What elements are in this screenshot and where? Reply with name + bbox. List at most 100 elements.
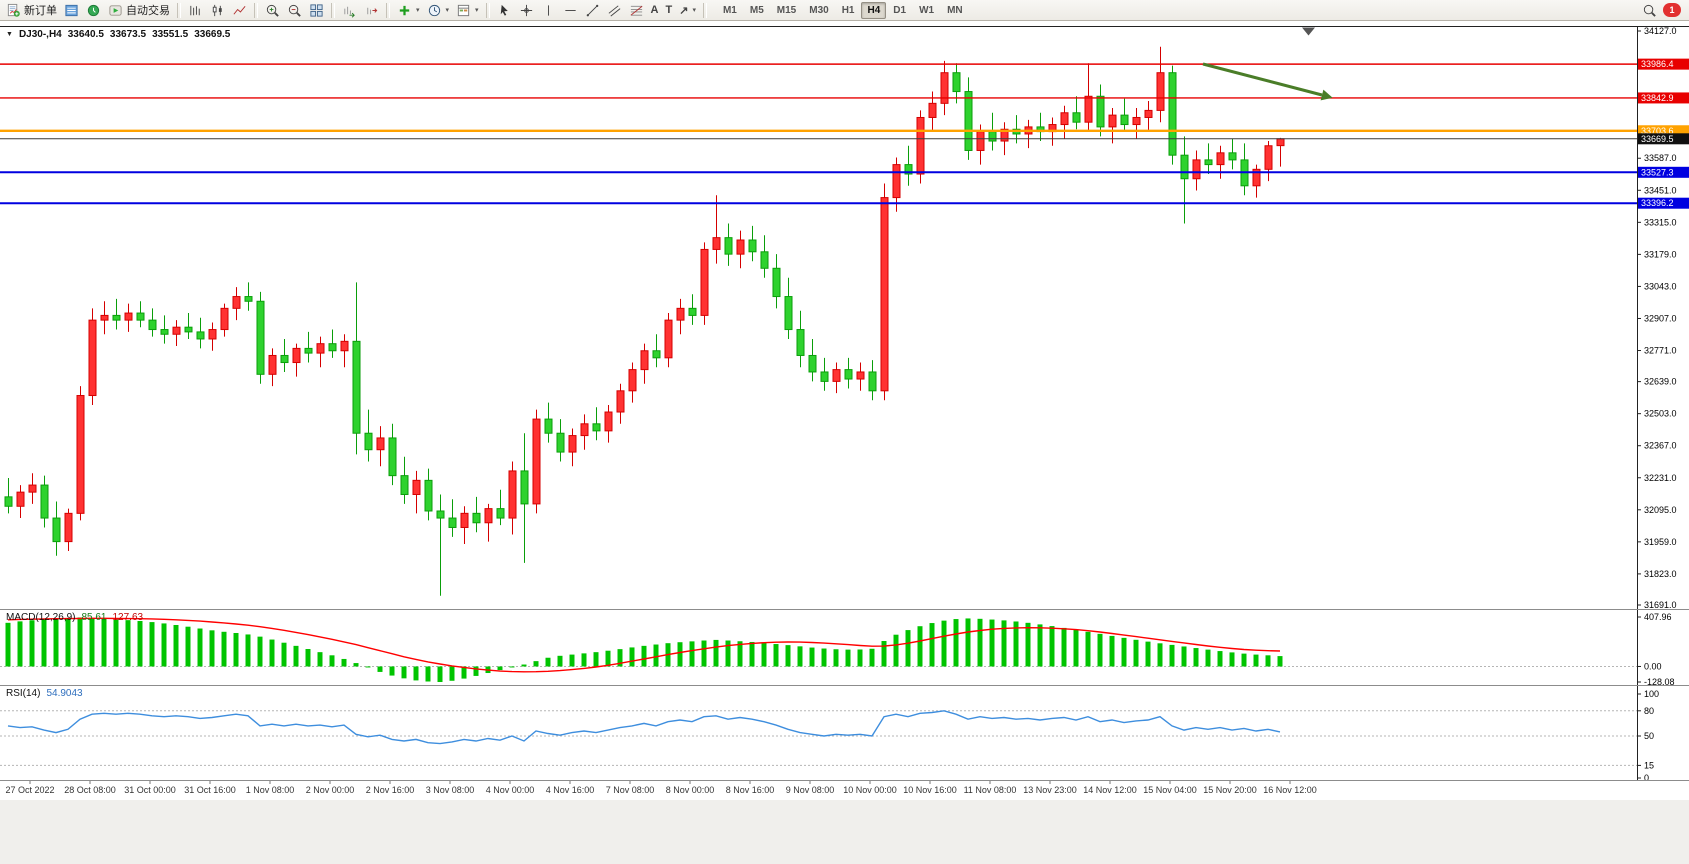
fibonacci-button[interactable] [626, 0, 647, 21]
macd-signal-value: 127.63 [112, 612, 144, 623]
chart-shift-button[interactable] [361, 0, 382, 21]
svg-text:7 Nov 08:00: 7 Nov 08:00 [606, 785, 655, 795]
crosshair-icon [520, 4, 532, 16]
autotrading-button[interactable]: 自动交易 [105, 0, 173, 21]
zoom-out-icon [288, 4, 301, 17]
indicators-icon [399, 5, 410, 15]
timeframe-m1[interactable]: M1 [722, 4, 737, 16]
vertical-line-icon [547, 4, 549, 16]
svg-text:34127.0: 34127.0 [1644, 26, 1677, 36]
svg-text:33703.6: 33703.6 [1641, 126, 1674, 136]
svg-text:8 Nov 16:00: 8 Nov 16:00 [726, 785, 775, 795]
svg-text:11 Nov 08:00: 11 Nov 08:00 [964, 785, 1017, 795]
svg-text:33315.0: 33315.0 [1644, 217, 1677, 227]
svg-text:32771.0: 32771.0 [1644, 346, 1677, 356]
search-icon [1643, 4, 1656, 17]
line-chart-icon [233, 5, 246, 15]
trendline-icon [586, 4, 598, 16]
symbol-dropdown-icon[interactable]: ▼ [6, 31, 13, 38]
chevron-down-icon: ▾ [475, 7, 479, 14]
svg-text:31691.0: 31691.0 [1644, 600, 1677, 610]
chart-title: ▼ DJ30-,H4 33640.5 33673.5 33551.5 33669… [6, 29, 230, 40]
svg-text:-128.08: -128.08 [1644, 677, 1675, 687]
templates-button[interactable]: ▾ [453, 0, 482, 21]
svg-text:28 Oct 08:00: 28 Oct 08:00 [64, 785, 116, 795]
auto-scroll-icon [344, 6, 355, 18]
toolbar-separator [331, 2, 335, 18]
svg-text:32095.0: 32095.0 [1644, 505, 1677, 515]
templates-icon [457, 4, 470, 16]
vertical-line-button[interactable] [538, 0, 559, 21]
cursor-button[interactable] [494, 0, 515, 21]
channel-icon [608, 4, 620, 16]
search-button[interactable] [1639, 0, 1660, 21]
chart-shift-icon [367, 7, 378, 14]
svg-text:4 Nov 00:00: 4 Nov 00:00 [486, 785, 535, 795]
svg-text:32907.0: 32907.0 [1644, 313, 1677, 323]
channel-button[interactable] [604, 0, 625, 21]
svg-text:31 Oct 00:00: 31 Oct 00:00 [124, 785, 176, 795]
svg-text:27 Oct 2022: 27 Oct 2022 [5, 785, 54, 795]
toolbar-separator [702, 2, 707, 18]
zoom-in-button[interactable] [262, 0, 283, 21]
timeframe-h4[interactable]: H4 [861, 1, 887, 19]
toolbar-separator [254, 2, 258, 18]
crosshair-button[interactable] [516, 0, 537, 21]
new-order-icon [7, 3, 20, 17]
main-toolbar: 新订单 自动交易 [0, 0, 1689, 21]
fibonacci-icon [630, 5, 642, 16]
new-order-button[interactable]: 新订单 [3, 0, 60, 21]
svg-text:33527.3: 33527.3 [1641, 167, 1674, 177]
svg-text:4 Nov 16:00: 4 Nov 16:00 [546, 785, 595, 795]
svg-text:3 Nov 08:00: 3 Nov 08:00 [426, 785, 475, 795]
chart-canvas[interactable]: 34127.0 33587.0 33451.0 33315.0 33179.0 33043… [0, 21, 1689, 864]
svg-text:407.96: 407.96 [1644, 612, 1672, 622]
svg-text:33179.0: 33179.0 [1644, 249, 1677, 259]
autotrading-icon [109, 4, 122, 16]
horizontal-line-button[interactable] [560, 0, 581, 21]
tile-windows-icon [310, 3, 323, 17]
periods-button[interactable]: ▾ [424, 0, 453, 21]
indicators-button[interactable]: ▾ [394, 0, 423, 21]
svg-text:15 Nov 04:00: 15 Nov 04:00 [1143, 785, 1197, 795]
timeframe-m5[interactable]: M5 [749, 4, 764, 16]
depth-of-market-button[interactable] [61, 0, 82, 21]
timeframe-group: M1 M5 M15 M30 H1 H4 D1 W1 MN [717, 1, 969, 19]
ohlc-close: 33669.5 [194, 29, 231, 40]
svg-text:31823.0: 31823.0 [1644, 569, 1677, 579]
timeframe-mn[interactable]: MN [947, 4, 963, 16]
market-watch-icon [87, 4, 100, 16]
svg-text:0: 0 [1644, 773, 1649, 783]
symbol-period: DJ30-,H4 [18, 29, 62, 40]
bar-chart-button[interactable] [185, 0, 206, 21]
zoom-out-button[interactable] [284, 0, 305, 21]
svg-text:9 Nov 08:00: 9 Nov 08:00 [786, 785, 835, 795]
auto-scroll-button[interactable] [339, 0, 360, 21]
tile-windows-button[interactable] [306, 0, 327, 21]
candlestick-chart-button[interactable] [207, 0, 228, 21]
timeframe-w1[interactable]: W1 [919, 4, 935, 16]
timeframe-d1[interactable]: D1 [893, 4, 907, 16]
market-watch-button[interactable] [83, 0, 104, 21]
notification-badge[interactable]: 1 [1663, 3, 1681, 17]
text-button[interactable]: A [648, 0, 662, 21]
line-chart-button[interactable] [229, 0, 250, 21]
arrows-button[interactable]: ↗ ▾ [676, 0, 699, 21]
svg-text:14 Nov 12:00: 14 Nov 12:00 [1083, 785, 1137, 795]
macd-indicator-label: MACD(12,26,9) 85.61 127.63 [6, 612, 143, 623]
trendline-button[interactable] [582, 0, 603, 21]
chevron-down-icon: ▾ [692, 7, 696, 14]
timeframe-m15[interactable]: M15 [776, 4, 797, 16]
chevron-down-icon: ▾ [416, 7, 420, 14]
toolbar-separator [386, 2, 390, 18]
svg-text:0.00: 0.00 [1644, 661, 1662, 671]
timeframe-h1[interactable]: H1 [841, 4, 855, 16]
svg-text:1 Nov 08:00: 1 Nov 08:00 [246, 785, 295, 795]
ohlc-high: 33673.5 [109, 29, 147, 40]
ohlc-open: 33640.5 [67, 29, 104, 40]
label-button[interactable]: T [663, 0, 676, 21]
timeframe-m30[interactable]: M30 [809, 4, 829, 16]
macd-name: MACD(12,26,9) [6, 612, 76, 623]
rsi-name: RSI(14) [6, 688, 41, 699]
label-icon: T [665, 4, 673, 16]
